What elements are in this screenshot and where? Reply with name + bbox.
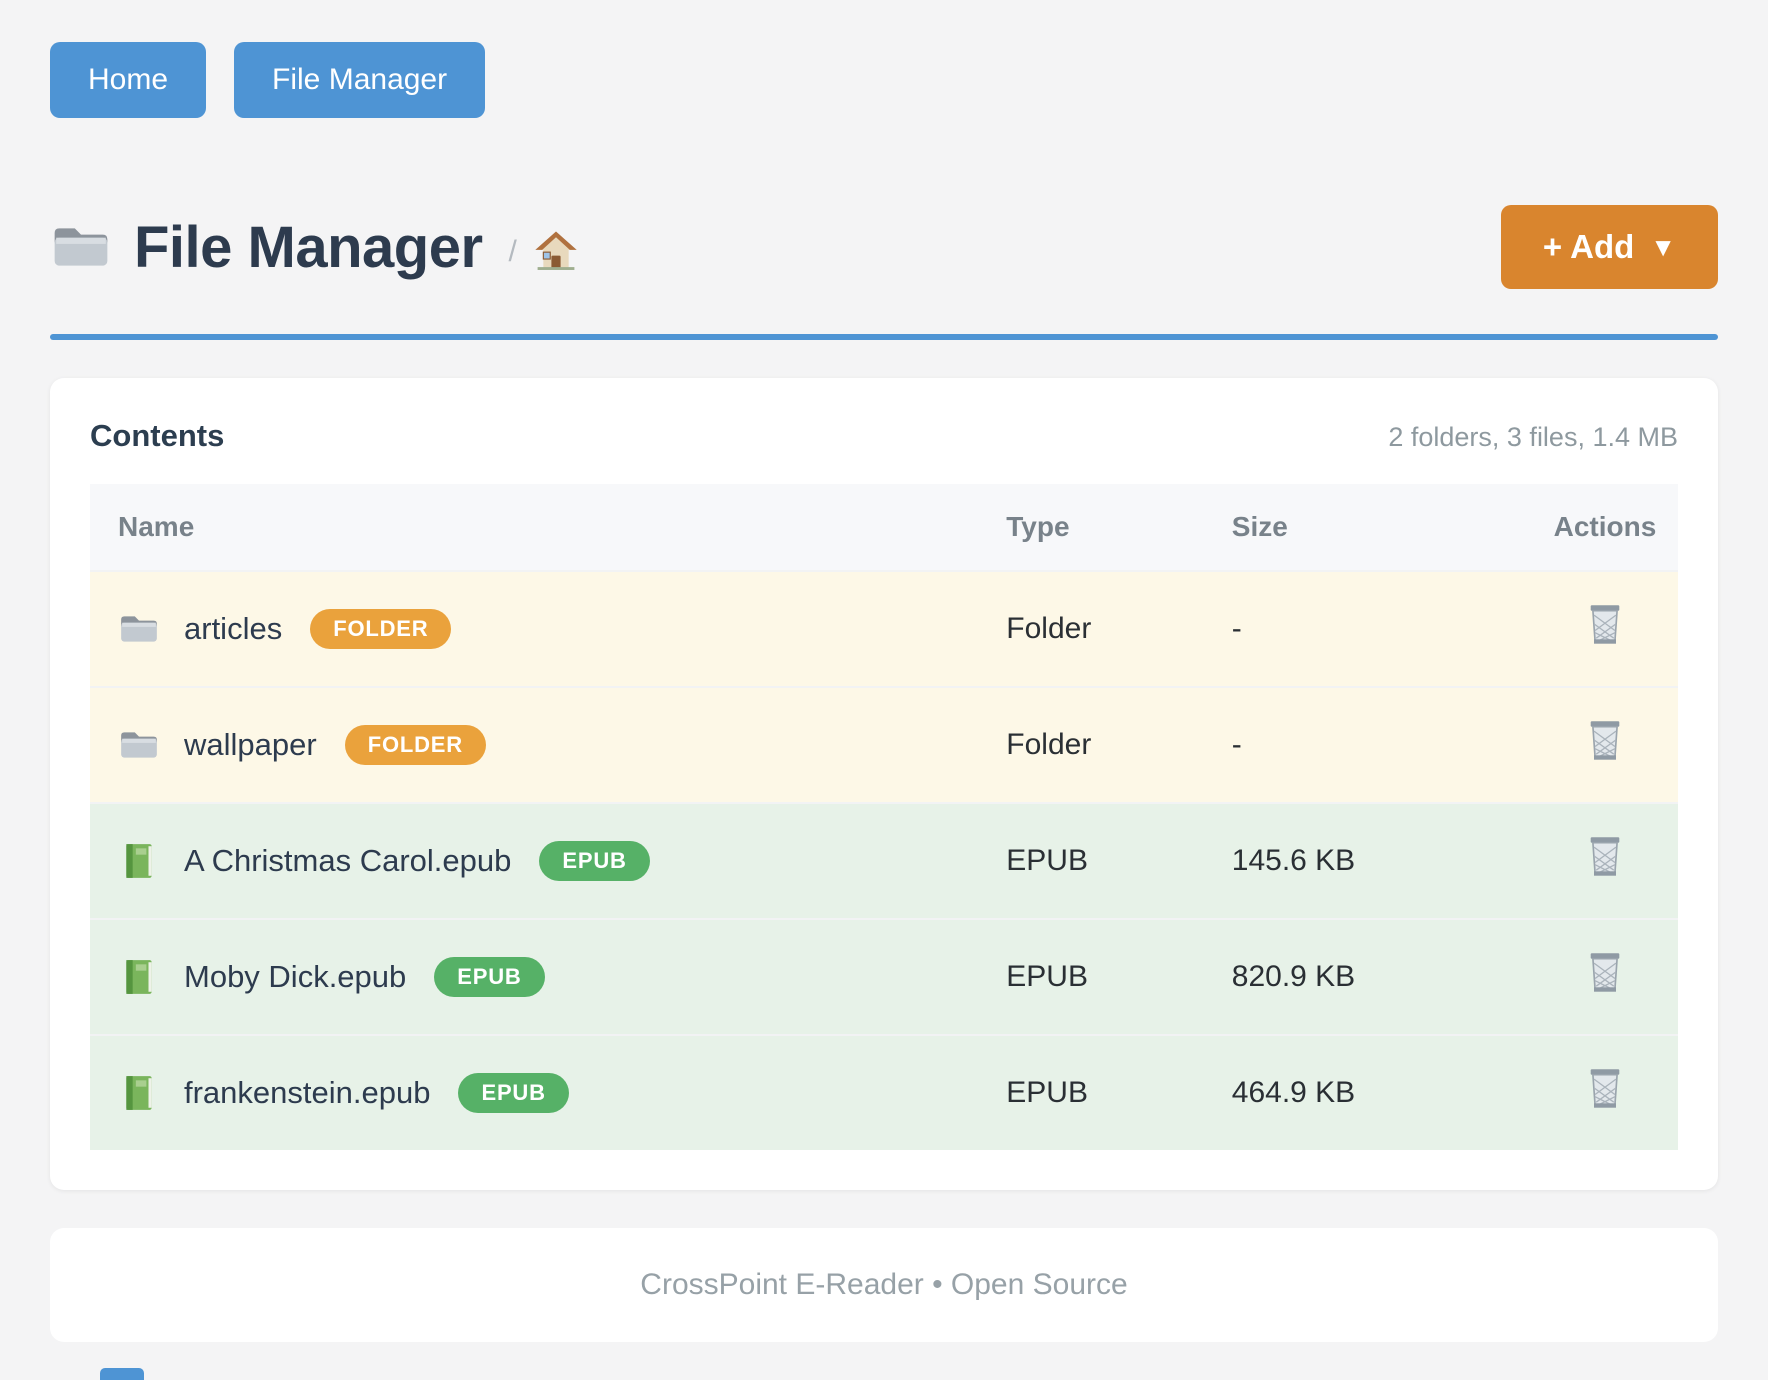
file-table-header: Name Type Size Actions bbox=[90, 484, 1678, 571]
type-cell: EPUB bbox=[1006, 802, 1232, 919]
type-badge: EPUB bbox=[458, 1073, 569, 1113]
top-navigation: Home File Manager bbox=[50, 0, 1718, 118]
table-row: A Christmas Carol.epub EPUB EPUB 145.6 K… bbox=[90, 802, 1678, 919]
contents-card-header: Contents 2 folders, 3 files, 1.4 MB bbox=[90, 418, 1678, 454]
nav-home-button[interactable]: Home bbox=[50, 42, 207, 118]
trash-icon bbox=[1590, 837, 1620, 876]
size-cell: - bbox=[1231, 570, 1532, 687]
contents-card: Contents 2 folders, 3 files, 1.4 MB Name… bbox=[50, 378, 1718, 1190]
book-icon bbox=[126, 1076, 152, 1110]
table-row: frankenstein.epub EPUB EPUB 464.9 KB bbox=[90, 1034, 1678, 1150]
breadcrumb-separator: / bbox=[508, 235, 517, 268]
file-table: Name Type Size Actions articles FOLDER bbox=[90, 484, 1678, 1150]
nav-file-manager-button[interactable]: File Manager bbox=[234, 42, 486, 118]
contents-summary: 2 folders, 3 files, 1.4 MB bbox=[1388, 422, 1678, 452]
column-header-name: Name bbox=[90, 484, 1007, 571]
book-icon bbox=[126, 844, 152, 878]
type-badge: FOLDER bbox=[344, 725, 486, 765]
add-button[interactable]: + Add ▼ bbox=[1500, 205, 1718, 289]
type-cell: EPUB bbox=[1006, 918, 1232, 1035]
column-header-type: Type bbox=[1006, 484, 1232, 571]
add-button-label: + Add bbox=[1542, 228, 1635, 265]
file-name-link[interactable]: Moby Dick.epub bbox=[184, 959, 407, 994]
type-badge: EPUB bbox=[434, 957, 545, 997]
footer: CrossPoint E-Reader • Open Source bbox=[50, 1228, 1718, 1342]
folder-icon bbox=[121, 732, 157, 758]
house-icon[interactable] bbox=[533, 228, 579, 274]
contents-title: Contents bbox=[90, 418, 225, 453]
book-icon bbox=[126, 960, 152, 994]
caret-down-icon: ▼ bbox=[1650, 231, 1676, 262]
size-cell: 820.9 KB bbox=[1231, 918, 1532, 1035]
folder-icon bbox=[54, 228, 108, 266]
partial-cutoff-element bbox=[100, 1368, 144, 1380]
file-name-link[interactable]: A Christmas Carol.epub bbox=[184, 843, 512, 878]
delete-button[interactable] bbox=[1585, 951, 1625, 995]
delete-button[interactable] bbox=[1585, 835, 1625, 879]
table-row: articles FOLDER Folder - bbox=[90, 570, 1678, 687]
page-header: File Manager / + Add ▼ bbox=[50, 204, 1718, 290]
trash-icon bbox=[1590, 721, 1620, 760]
trash-icon bbox=[1590, 1069, 1620, 1108]
type-badge: EPUB bbox=[539, 841, 650, 881]
table-row: wallpaper FOLDER Folder - bbox=[90, 686, 1678, 803]
type-cell: Folder bbox=[1006, 570, 1232, 687]
page: Home File Manager File Manager / + Add ▼… bbox=[50, 0, 1718, 1342]
footer-text: CrossPoint E-Reader • Open Source bbox=[640, 1268, 1128, 1301]
file-name-link[interactable]: articles bbox=[184, 611, 283, 646]
size-cell: 145.6 KB bbox=[1231, 802, 1532, 919]
column-header-actions: Actions bbox=[1531, 484, 1678, 571]
type-cell: EPUB bbox=[1006, 1034, 1232, 1150]
delete-button[interactable] bbox=[1585, 603, 1625, 647]
type-badge: FOLDER bbox=[310, 609, 452, 649]
delete-button[interactable] bbox=[1585, 1067, 1625, 1111]
file-name-link[interactable]: wallpaper bbox=[184, 727, 317, 762]
delete-button[interactable] bbox=[1585, 719, 1625, 763]
size-cell: - bbox=[1231, 686, 1532, 803]
trash-icon bbox=[1590, 953, 1620, 992]
page-title: File Manager bbox=[134, 214, 483, 280]
table-row: Moby Dick.epub EPUB EPUB 820.9 KB bbox=[90, 918, 1678, 1035]
type-cell: Folder bbox=[1006, 686, 1232, 803]
folder-icon bbox=[121, 616, 157, 642]
header-divider bbox=[50, 334, 1718, 340]
column-header-size: Size bbox=[1231, 484, 1532, 571]
size-cell: 464.9 KB bbox=[1231, 1034, 1532, 1150]
trash-icon bbox=[1590, 605, 1620, 644]
file-name-link[interactable]: frankenstein.epub bbox=[184, 1075, 431, 1110]
